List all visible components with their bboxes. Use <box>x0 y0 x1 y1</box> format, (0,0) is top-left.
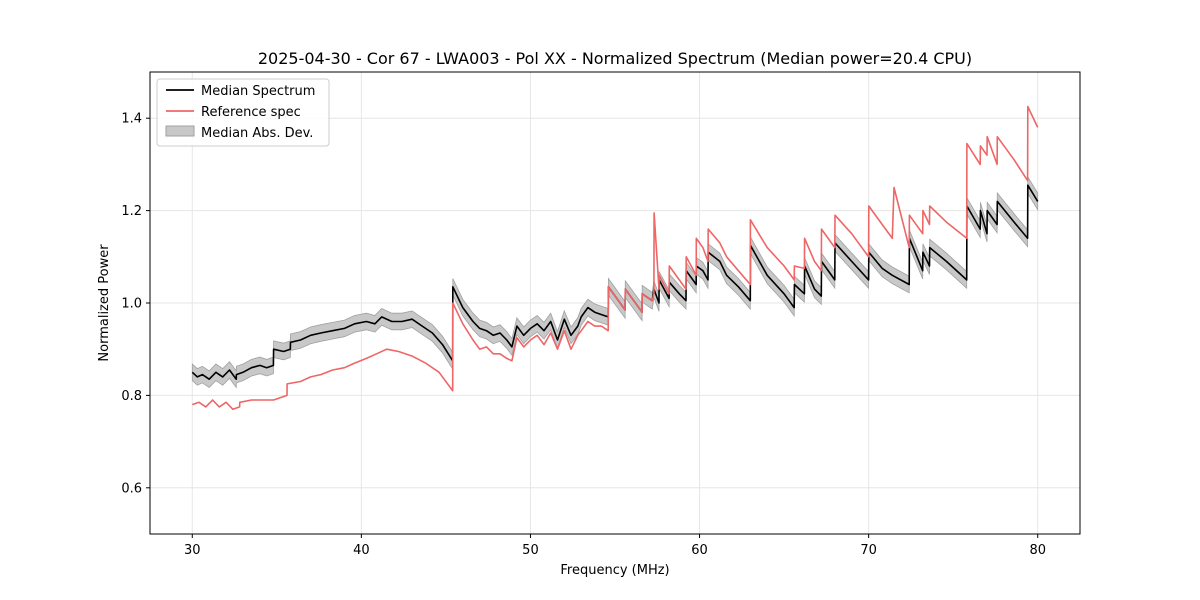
mad-band <box>191 175 1039 389</box>
legend-mad-label: Median Abs. Dev. <box>201 126 313 141</box>
legend-box <box>156 78 330 147</box>
y-tick-label: 0.8 <box>121 389 142 404</box>
x-tick-label: 80 <box>1029 543 1046 558</box>
x-tick-label: 70 <box>860 543 877 558</box>
x-tick-label: 40 <box>353 543 370 558</box>
y-tick-label: 1.2 <box>121 204 142 219</box>
legend-mad-swatch <box>165 125 195 137</box>
y-tick-label: 1.4 <box>121 112 142 127</box>
x-tick-label: 30 <box>184 543 201 558</box>
chart-title: 2025-04-30 - Cor 67 - LWA003 - Pol XX - … <box>258 49 972 68</box>
x-tick-label: 60 <box>691 543 708 558</box>
x-tick-label: 50 <box>522 543 539 558</box>
y-tick-label: 0.6 <box>121 481 142 496</box>
y-tick-label: 1.0 <box>121 297 142 312</box>
series-lines-layer <box>191 105 1039 411</box>
y-axis-label: Normalized Power <box>97 244 112 362</box>
legend-median-label: Median Spectrum <box>201 84 315 99</box>
legend-reference-label: Reference spec <box>201 105 301 120</box>
x-axis-label: Frequency (MHz) <box>560 563 669 578</box>
mad-band-layer <box>191 175 1039 389</box>
axis-ticks: 30 40 50 60 70 80 0.6 0.8 1.0 1.2 1.4 <box>121 112 1046 558</box>
reference-spec-line <box>192 105 1039 411</box>
grid <box>150 72 1080 534</box>
legend: Median Spectrum Reference spec Median Ab… <box>156 78 330 147</box>
